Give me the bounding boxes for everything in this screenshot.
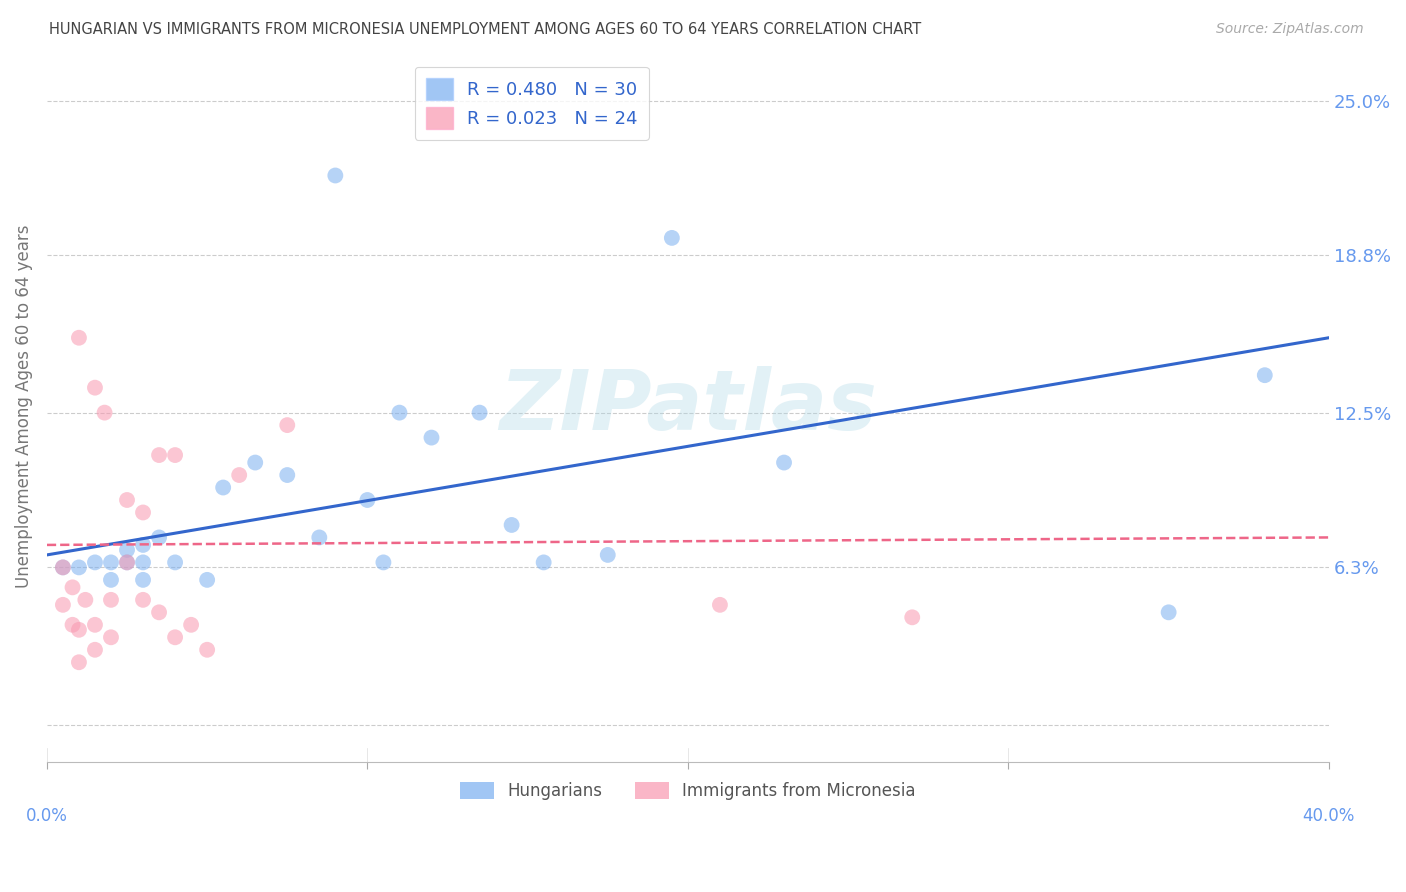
Text: 0.0%: 0.0% [25, 807, 67, 825]
Point [52, 560, 75, 574]
Point [132, 592, 155, 607]
Point [276, 418, 298, 433]
Point [132, 555, 155, 569]
Point [420, 431, 443, 445]
Point [132, 573, 155, 587]
Point [356, 493, 378, 508]
Point [276, 468, 298, 483]
Point [709, 598, 731, 612]
Point [93, 406, 115, 420]
Point [1157, 605, 1180, 619]
Point [373, 555, 395, 569]
Point [245, 456, 267, 470]
Point [62, 617, 84, 632]
Point [100, 573, 122, 587]
Point [165, 630, 187, 644]
Point [773, 456, 796, 470]
Point [468, 406, 491, 420]
Point [148, 448, 170, 462]
Point [901, 610, 924, 624]
Point [84, 555, 107, 569]
Point [308, 531, 330, 545]
Point [115, 555, 138, 569]
Point [100, 555, 122, 569]
Point [62, 580, 84, 594]
Point [501, 518, 523, 533]
Point [228, 468, 250, 483]
Point [52, 598, 75, 612]
Point [67, 623, 90, 637]
Point [52, 560, 75, 574]
Point [195, 573, 218, 587]
Text: HUNGARIAN VS IMMIGRANTS FROM MICRONESIA UNEMPLOYMENT AMONG AGES 60 TO 64 YEARS C: HUNGARIAN VS IMMIGRANTS FROM MICRONESIA … [49, 22, 921, 37]
Point [596, 548, 619, 562]
Text: Source: ZipAtlas.com: Source: ZipAtlas.com [1216, 22, 1364, 37]
Point [180, 617, 202, 632]
Point [84, 642, 107, 657]
Point [67, 655, 90, 669]
Point [84, 617, 107, 632]
Point [115, 493, 138, 508]
Point [533, 555, 555, 569]
Point [325, 169, 347, 183]
Point [75, 592, 97, 607]
Y-axis label: Unemployment Among Ages 60 to 64 years: Unemployment Among Ages 60 to 64 years [15, 225, 32, 588]
Point [100, 630, 122, 644]
Text: 40.0%: 40.0% [1303, 807, 1355, 825]
Point [148, 605, 170, 619]
Point [67, 331, 90, 345]
Point [388, 406, 411, 420]
Point [165, 448, 187, 462]
Point [195, 642, 218, 657]
Text: ZIPatlas: ZIPatlas [499, 366, 877, 447]
Point [212, 481, 235, 495]
Point [84, 381, 107, 395]
Point [1254, 368, 1277, 383]
Point [661, 231, 683, 245]
Point [115, 543, 138, 558]
Point [67, 560, 90, 574]
Point [100, 592, 122, 607]
Point [115, 555, 138, 569]
Point [148, 531, 170, 545]
Point [132, 506, 155, 520]
Point [132, 538, 155, 552]
Point [165, 555, 187, 569]
Legend: Hungarians, Immigrants from Micronesia: Hungarians, Immigrants from Micronesia [454, 776, 922, 807]
